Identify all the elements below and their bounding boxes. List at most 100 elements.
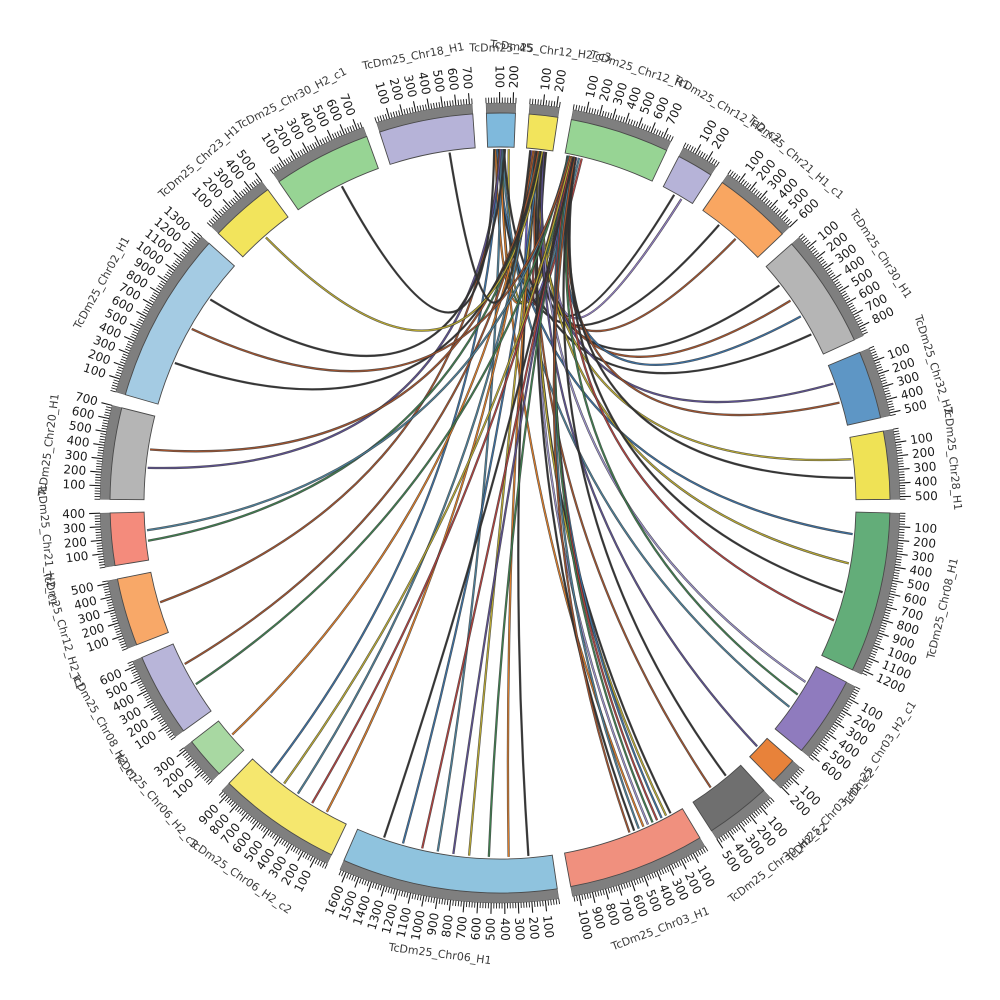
- axis-tick: [101, 425, 108, 427]
- axis-tick: [262, 829, 270, 839]
- axis-tick: [143, 702, 154, 709]
- axis-tick: [816, 251, 826, 259]
- axis-tick: [97, 583, 109, 587]
- axis-tick: [834, 281, 841, 286]
- axis-tick: [660, 131, 664, 138]
- axis-tick: [697, 150, 701, 156]
- axis-tick: [536, 901, 539, 907]
- axis-tick: [871, 353, 878, 357]
- axis-tick: [364, 879, 367, 886]
- axis-tick: [153, 292, 159, 296]
- axis-tick: [352, 125, 355, 131]
- axis-tick-label: 200: [597, 77, 616, 103]
- axis-tick: [278, 838, 283, 844]
- axis-tick: [620, 884, 624, 890]
- axis-tick: [98, 561, 105, 564]
- axis-tick: [576, 895, 579, 902]
- segment-band: [217, 189, 289, 258]
- axis-tick: [102, 422, 108, 425]
- segment-band: [662, 155, 712, 205]
- axis-tick: [874, 642, 880, 646]
- axis-tick: [271, 167, 276, 173]
- axis-tick: [840, 290, 846, 295]
- axis-tick: [202, 774, 207, 779]
- axis-tick: [872, 647, 879, 651]
- chromosome-segment: 1002003004005006007008009001000110012001…: [322, 828, 561, 967]
- axis-tick: [97, 449, 104, 452]
- axis-tick: [848, 698, 859, 705]
- axis-tick: [830, 274, 836, 279]
- axis-tick: [617, 115, 620, 121]
- axis-tick: [763, 198, 769, 203]
- axis-tick: [117, 366, 124, 370]
- axis-tick: [804, 239, 809, 244]
- axis-tick: [183, 249, 188, 254]
- axis-tick: [878, 369, 890, 375]
- axis-tick: [125, 345, 132, 349]
- axis-tick: [699, 848, 704, 855]
- axis-tick: [193, 236, 199, 242]
- axis-tick: [694, 144, 702, 155]
- synteny-link: [568, 157, 843, 593]
- axis-tick: [171, 264, 177, 269]
- chromosome-segment: 100 200 TcDm25_45: [468, 41, 533, 148]
- axis-tick: [775, 209, 781, 214]
- axis-tick: [133, 673, 139, 677]
- axis-tick: [876, 637, 882, 641]
- axis-tick: [131, 670, 138, 675]
- segment-band: [343, 828, 558, 894]
- axis-tick: [897, 460, 904, 462]
- axis-tick: [113, 361, 125, 367]
- axis-tick: [868, 657, 880, 663]
- axis-tick: [120, 358, 127, 362]
- segment-band: [749, 737, 794, 782]
- axis-tick: [222, 198, 231, 208]
- axis-tick-label: 300: [895, 369, 921, 389]
- axis-tick-label: 100: [909, 430, 934, 447]
- axis-tick: [111, 384, 118, 388]
- axis-tick: [736, 175, 741, 181]
- axis-tick: [103, 588, 110, 591]
- axis-tick: [220, 793, 226, 798]
- axis-tick: [118, 348, 130, 355]
- axis-tick: [160, 280, 166, 285]
- axis-tick: [548, 100, 550, 107]
- axis-tick: [460, 99, 462, 105]
- axis-tick: [100, 596, 112, 600]
- axis-tick: [894, 433, 900, 435]
- synteny-link: [402, 151, 541, 844]
- segment-band: [278, 135, 379, 211]
- axis-tick: [751, 187, 756, 193]
- chromosome-segment: 100200300400500600700800900100011001200T…: [821, 511, 961, 696]
- axis-tick: [430, 103, 433, 109]
- axis-tick: [859, 321, 870, 328]
- axis-tick: [446, 899, 449, 906]
- axis-tick: [808, 756, 814, 761]
- axis-tick: [273, 836, 281, 847]
- axis-tick: [602, 889, 605, 895]
- axis-tick: [656, 870, 662, 882]
- segment-band: [827, 351, 882, 426]
- axis-tick: [309, 856, 314, 862]
- axis-tick: [334, 132, 338, 138]
- axis-tick: [876, 366, 883, 370]
- axis-tick: [105, 406, 112, 409]
- axis-tick: [107, 622, 119, 627]
- axis-tick: [374, 883, 378, 889]
- axis-tick: [893, 430, 900, 433]
- axis-tick: [589, 892, 592, 899]
- axis-tick: [632, 120, 636, 127]
- axis-tick: [740, 821, 745, 827]
- axis-tick: [695, 851, 699, 857]
- axis-tick: [127, 340, 134, 344]
- axis-tick: [828, 730, 834, 735]
- synteny-link: [565, 156, 799, 696]
- axis-tick: [92, 553, 104, 556]
- axis-tick: [228, 201, 233, 206]
- axis-tick: [258, 824, 263, 830]
- axis-tick: [798, 233, 804, 238]
- axis-tick: [870, 351, 877, 354]
- axis-tick: [769, 199, 779, 209]
- axis-tick-label: 200: [80, 621, 106, 641]
